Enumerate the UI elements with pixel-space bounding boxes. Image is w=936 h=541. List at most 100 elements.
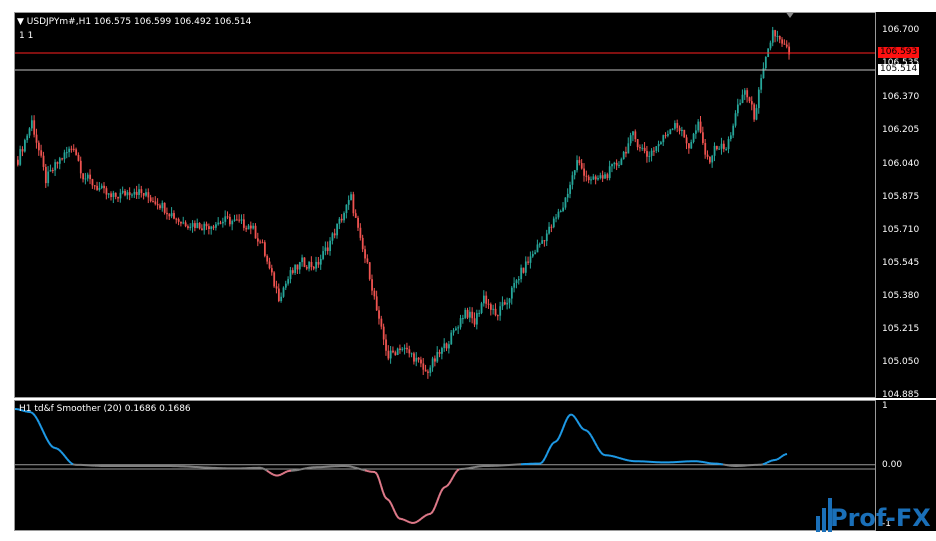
candle (140, 185, 143, 198)
candle (720, 137, 723, 155)
candle-body (599, 175, 602, 179)
candle-body (522, 267, 525, 273)
candle-body (646, 151, 648, 157)
candle (457, 325, 460, 335)
candle-body (783, 43, 786, 45)
indicator-axis[interactable]: 1 0.00 -1 (876, 400, 936, 531)
candle-body (212, 226, 215, 228)
candle (308, 260, 311, 272)
candle (611, 163, 613, 173)
indicator-line-segment (46, 438, 50, 444)
candle (503, 299, 506, 306)
candle (655, 145, 658, 154)
candle (604, 172, 606, 179)
candle (741, 89, 744, 104)
candle-body (114, 192, 117, 197)
price-axis[interactable]: 106.700 106.370 106.205 106.040 105.875 … (876, 12, 936, 400)
indicator-pane[interactable]: H1 td&f Smoother (20) 0.1686 0.1686 (14, 400, 876, 531)
candle (450, 330, 453, 345)
candle (764, 56, 767, 71)
indicator-line-segment (260, 466, 264, 470)
indicator-line-segment (448, 480, 452, 485)
candle (480, 301, 483, 315)
candle-body (347, 200, 350, 205)
candle-body (396, 348, 399, 355)
candle (536, 239, 539, 253)
candle (646, 145, 648, 163)
indicator-line-segment (390, 503, 394, 509)
candle-body (520, 267, 523, 280)
candle-body (170, 213, 173, 217)
candle (662, 134, 665, 147)
shift-marker-icon[interactable] (785, 13, 795, 18)
candle (338, 217, 341, 230)
candle-body (156, 204, 159, 206)
candle-body (117, 196, 119, 199)
candle-body (236, 219, 238, 221)
indicator-line-segment (576, 420, 580, 425)
candle (238, 214, 241, 223)
candle-body (392, 350, 394, 353)
candle-body (545, 233, 548, 242)
candle-body (98, 187, 101, 190)
candle-body (161, 202, 164, 209)
indicator-line-segment (266, 469, 270, 473)
candle (126, 189, 129, 200)
candle-body (489, 304, 492, 310)
candle (641, 144, 644, 151)
candle (669, 128, 672, 135)
indicator-line-segment (50, 444, 54, 449)
candle (72, 144, 75, 152)
candle (778, 35, 781, 44)
indicator-line-segment (596, 445, 600, 451)
candle-body (91, 179, 94, 186)
candle (231, 219, 234, 231)
candle (660, 140, 662, 145)
indicator-line-segment (444, 485, 448, 488)
candle-body (448, 344, 450, 349)
candle (82, 173, 85, 183)
price-label: 106.040 (882, 159, 920, 169)
candle (359, 223, 362, 241)
indicator-line-segment (454, 470, 458, 475)
candle-body (562, 207, 565, 212)
candle (103, 182, 106, 194)
candle (636, 138, 639, 151)
candle-body (119, 192, 122, 199)
candle (119, 188, 122, 203)
indicator-line-segment (404, 519, 408, 523)
candle (170, 207, 173, 219)
indicator-line-segment (42, 430, 46, 436)
candle-body (382, 326, 385, 340)
indicator-line-segment (580, 426, 584, 430)
candle-body (368, 262, 371, 280)
candle (61, 157, 64, 161)
candle (114, 192, 117, 200)
candle-body (394, 352, 397, 355)
price-chart-pane[interactable]: ▼ USDJPYm#,H1 106.575 106.599 106.492 10… (14, 12, 876, 398)
candle-body (527, 261, 530, 263)
candle-body (133, 191, 136, 195)
indicator-line-segment (770, 459, 774, 462)
candle (702, 126, 704, 145)
candle-body (755, 108, 758, 120)
candle-body (135, 191, 138, 195)
candle-body (676, 123, 679, 128)
candle (189, 223, 192, 231)
indicator-chart[interactable] (15, 401, 876, 531)
price-label: 105.050 (882, 357, 920, 367)
candle (347, 195, 350, 210)
indicator-line-segment (354, 466, 358, 470)
candle-body (552, 218, 555, 228)
candle-body (138, 189, 140, 195)
candle-body (736, 104, 739, 114)
indicator-line-segment (776, 457, 780, 461)
candle (403, 344, 406, 355)
candle (128, 187, 131, 201)
indicator-line-segment (44, 434, 48, 440)
candlestick-chart[interactable] (15, 13, 876, 398)
collapse-triangle-icon[interactable]: ▼ (17, 17, 27, 27)
candle (100, 183, 103, 190)
candle (354, 209, 357, 218)
